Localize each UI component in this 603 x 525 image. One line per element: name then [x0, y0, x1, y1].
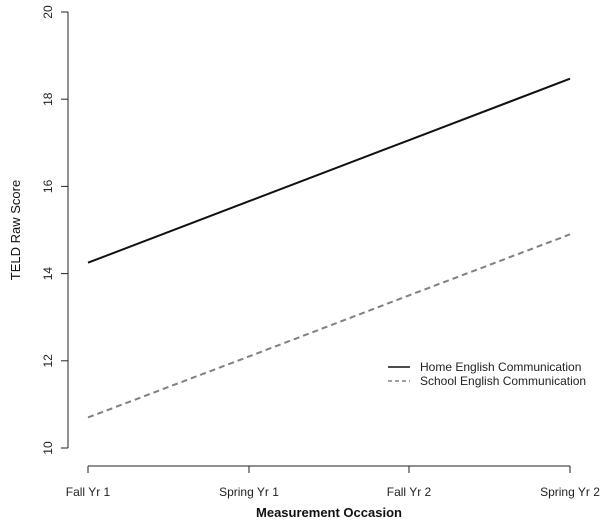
- x-tick-label: Spring Yr 2: [540, 485, 600, 499]
- series-line-school-english: [87, 233, 571, 419]
- legend-label: School English Communication: [420, 374, 586, 388]
- x-axis-title: Measurement Occasion: [256, 505, 402, 520]
- legend-label: Home English Communication: [420, 360, 581, 374]
- y-axis-title: TELD Raw Score: [8, 180, 23, 280]
- x-tick-label: Spring Yr 1: [219, 485, 279, 499]
- y-tick-label: 20: [41, 5, 55, 19]
- y-tick-label: 16: [41, 179, 55, 193]
- series-layer: [87, 77, 571, 419]
- series-line-home-english: [87, 77, 571, 264]
- y-tick-label: 10: [41, 441, 55, 455]
- x-tick-label: Fall Yr 1: [66, 485, 111, 499]
- y-tick-label: 18: [41, 92, 55, 106]
- x-tick-label: Fall Yr 2: [387, 485, 432, 499]
- axes: 10 12 14 16 18 20 Fall Yr 1 Spring Yr 1 Fall Yr …: [41, 5, 600, 499]
- y-tick-label: 12: [41, 354, 55, 368]
- y-tick-label: 14: [41, 267, 55, 281]
